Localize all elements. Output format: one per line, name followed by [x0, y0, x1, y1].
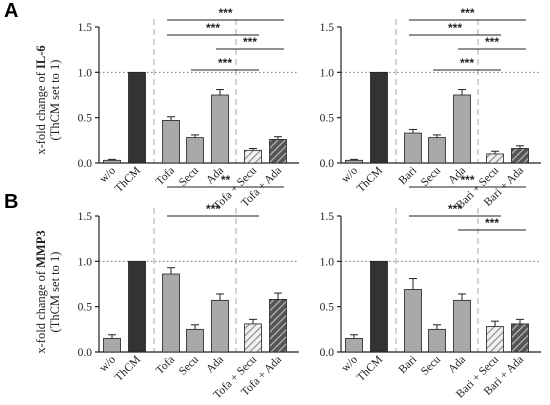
- x-tick-label: ThCM: [113, 165, 143, 195]
- y-axis-label-row2: x-fold change of MMP3: [34, 230, 48, 353]
- significance-label: **: [221, 173, 231, 187]
- y-tick-label: 1.0: [320, 256, 335, 268]
- bar-secu: [186, 137, 204, 164]
- bar-ada: [211, 94, 229, 164]
- y-tick-label: 1.0: [78, 67, 93, 79]
- y-tick-label: 1.5: [320, 22, 335, 34]
- significance-label: ***: [206, 21, 220, 35]
- significance-label: ***: [460, 6, 474, 20]
- bar-bari: [404, 132, 422, 164]
- bar-secu: [186, 328, 204, 353]
- x-tick-label: w/o: [339, 353, 360, 374]
- significance-label: ***: [448, 21, 462, 35]
- bar-thcm: [128, 71, 146, 164]
- bar-thcm: [370, 71, 388, 164]
- panel-label-a: A: [4, 0, 18, 22]
- y-axis-label-row1: x-fold change of IL-6: [34, 45, 48, 154]
- x-tick-label: Secu: [177, 353, 201, 377]
- bar-tofa-ada: [269, 139, 287, 164]
- y-tick-label: 1.0: [78, 256, 93, 268]
- x-tick-label: Bari: [397, 354, 419, 376]
- x-tick-label: Ada: [446, 354, 468, 376]
- bar-secu: [428, 328, 446, 353]
- y-tick-label: 1.5: [320, 211, 335, 223]
- y-axis-sublabel-row2: (ThCM set to 1): [48, 252, 62, 333]
- y-tick-label: 1.0: [320, 67, 335, 79]
- bar-tofa-secu: [244, 149, 262, 164]
- significance-label: ***: [460, 173, 474, 187]
- x-tick-label: Bari: [397, 165, 419, 187]
- x-tick-label: w/o: [339, 164, 360, 185]
- bar-bari-ada: [511, 148, 529, 164]
- y-tick-label: 0.5: [320, 302, 335, 314]
- x-tick-label: w/o: [97, 353, 118, 374]
- significance-label: ***: [218, 56, 232, 70]
- x-tick-label: Tofa: [154, 165, 177, 188]
- bar-thcm: [128, 260, 146, 353]
- x-tick-label: ThCM: [355, 165, 385, 195]
- y-tick-label: 0.0: [320, 158, 335, 170]
- bar-ada: [453, 94, 471, 164]
- y-tick-label: 0.0: [78, 158, 93, 170]
- x-tick-label: Secu: [419, 353, 443, 377]
- significance-label: ***: [460, 56, 474, 70]
- bar-w-o: [345, 159, 363, 164]
- bar-bari-secu: [486, 153, 504, 164]
- x-tick-label: Secu: [177, 164, 201, 188]
- bar-ada: [453, 299, 471, 353]
- bar-tofa-ada: [269, 299, 287, 353]
- bar-tofa: [162, 119, 180, 164]
- y-tick-label: 1.5: [78, 211, 93, 223]
- bar-tofa-secu: [244, 323, 262, 353]
- y-tick-label: 1.5: [78, 22, 93, 34]
- x-tick-label: Tofa: [154, 354, 177, 377]
- y-axis-sublabel-row1: (ThCM set to 1): [48, 60, 62, 141]
- y-tick-label: 0.0: [320, 347, 335, 359]
- bar-bari: [404, 289, 422, 353]
- y-tick-label: 0.5: [78, 113, 93, 125]
- x-tick-label: w/o: [97, 164, 118, 185]
- bar-w-o: [103, 337, 121, 353]
- bar-w-o: [103, 159, 121, 164]
- x-tick-label: Secu: [419, 164, 443, 188]
- bar-bari-secu: [486, 326, 504, 353]
- panel-label-b: B: [4, 191, 18, 213]
- y-tick-label: 0.5: [320, 113, 335, 125]
- significance-label: ***: [218, 6, 232, 20]
- bar-tofa: [162, 273, 180, 353]
- x-tick-label: ThCM: [355, 354, 385, 384]
- significance-label: ***: [485, 35, 499, 49]
- x-tick-label: Ada: [204, 354, 226, 376]
- y-tick-label: 0.0: [78, 347, 93, 359]
- bar-secu: [428, 137, 446, 164]
- bar-thcm: [370, 260, 388, 353]
- significance-label: ***: [485, 216, 499, 230]
- significance-label: ***: [243, 35, 257, 49]
- bar-bari-ada: [511, 323, 529, 353]
- bar-ada: [211, 299, 229, 353]
- bar-w-o: [345, 337, 363, 353]
- x-tick-label: ThCM: [113, 354, 143, 384]
- significance-label: ***: [448, 202, 462, 216]
- y-tick-label: 0.5: [78, 302, 93, 314]
- significance-label: ***: [206, 202, 220, 216]
